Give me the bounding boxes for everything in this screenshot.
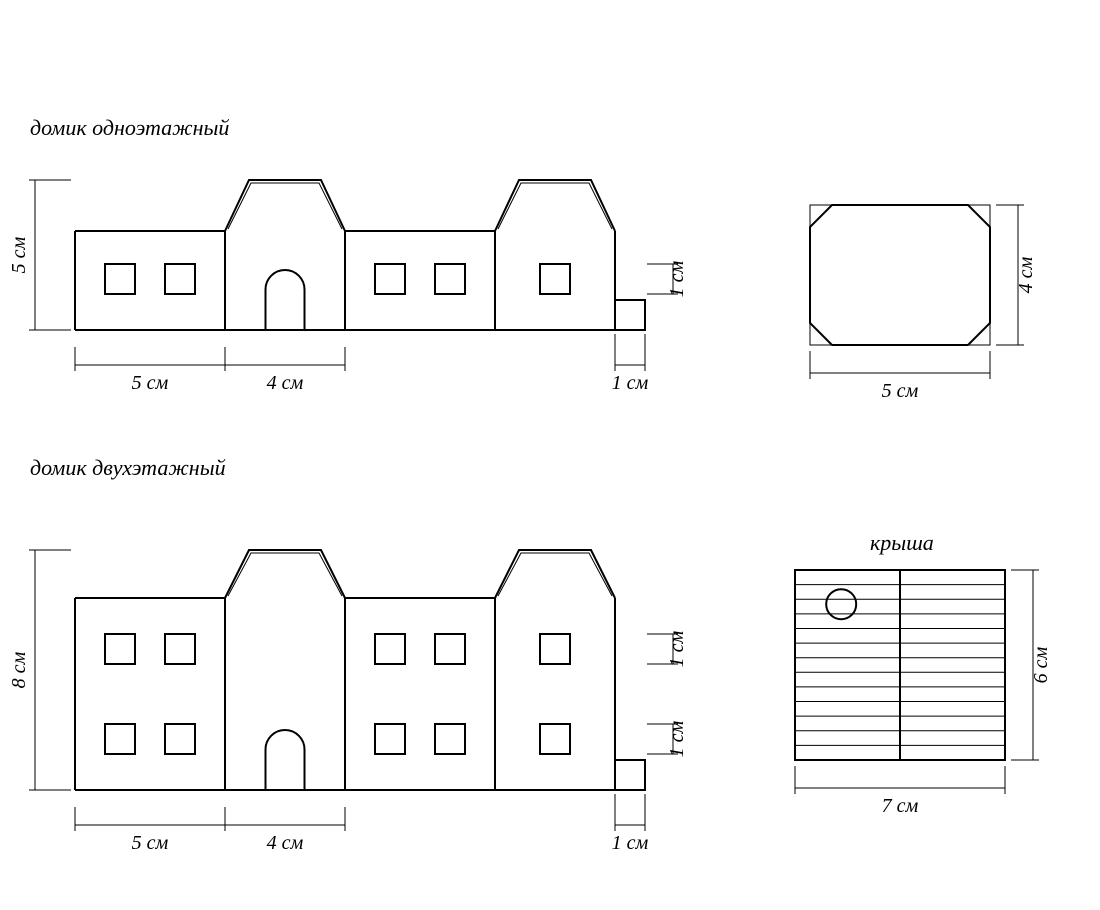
dim-base-h: 4 см	[1015, 256, 1037, 293]
dim-roof-w: 7 см	[882, 795, 919, 817]
window	[540, 264, 570, 294]
window	[540, 634, 570, 664]
window	[105, 724, 135, 754]
window	[165, 724, 195, 754]
window	[375, 724, 405, 754]
door	[266, 730, 305, 790]
dim-w1: 5 см	[132, 832, 169, 854]
dim-w1: 5 см	[132, 372, 169, 394]
dim-roof-h: 6 см	[1030, 646, 1052, 683]
gable-roof	[225, 180, 345, 231]
window	[540, 724, 570, 754]
dim-win: 1 см	[666, 260, 688, 297]
dim-w2: 4 см	[267, 372, 304, 394]
door	[266, 270, 305, 330]
window	[435, 724, 465, 754]
base-outer	[810, 205, 990, 345]
house-one-storey-title: домик одноэтажный	[30, 115, 229, 140]
window	[165, 264, 195, 294]
base-piece	[810, 205, 1024, 379]
window	[375, 264, 405, 294]
house-two-storey	[29, 550, 678, 831]
glue-tab	[615, 760, 645, 790]
window	[435, 634, 465, 664]
gable-roof	[495, 180, 615, 231]
roof-hole	[826, 589, 856, 619]
dim-tab: 1 см	[612, 372, 649, 394]
window	[105, 264, 135, 294]
house-one-storey	[29, 180, 678, 371]
gable-roof	[225, 550, 345, 598]
roof-piece	[795, 570, 1039, 794]
dim-tab: 1 см	[612, 832, 649, 854]
base-inner	[810, 205, 990, 345]
window	[435, 264, 465, 294]
dim-height: 8 см	[8, 651, 30, 688]
dim-w2: 4 см	[267, 832, 304, 854]
dim-base-w: 5 см	[882, 380, 919, 402]
house-two-storey-title: домик двухэтажный	[30, 455, 226, 480]
window	[375, 634, 405, 664]
window	[165, 634, 195, 664]
gable-roof	[495, 550, 615, 598]
dim-win: 1 см	[666, 720, 688, 757]
dim-height: 5 см	[8, 236, 30, 273]
glue-tab	[615, 300, 645, 330]
window	[105, 634, 135, 664]
dim-win: 1 см	[666, 630, 688, 667]
roof-title: крыша	[870, 530, 934, 555]
